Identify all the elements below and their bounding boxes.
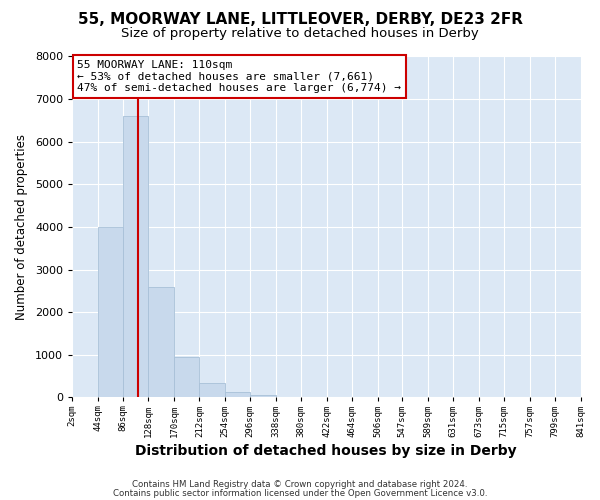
Bar: [225, 392, 250, 398]
Bar: [123, 116, 148, 398]
X-axis label: Distribution of detached houses by size in Derby: Distribution of detached houses by size …: [136, 444, 517, 458]
Bar: [250, 395, 276, 398]
Text: 55 MOORWAY LANE: 110sqm
← 53% of detached houses are smaller (7,661)
47% of semi: 55 MOORWAY LANE: 110sqm ← 53% of detache…: [77, 60, 401, 93]
Bar: [148, 286, 174, 398]
Bar: [174, 357, 199, 398]
Bar: [98, 227, 123, 398]
Y-axis label: Number of detached properties: Number of detached properties: [15, 134, 28, 320]
Text: Contains public sector information licensed under the Open Government Licence v3: Contains public sector information licen…: [113, 488, 487, 498]
Bar: [199, 384, 225, 398]
Text: Contains HM Land Registry data © Crown copyright and database right 2024.: Contains HM Land Registry data © Crown c…: [132, 480, 468, 489]
Text: 55, MOORWAY LANE, LITTLEOVER, DERBY, DE23 2FR: 55, MOORWAY LANE, LITTLEOVER, DERBY, DE2…: [77, 12, 523, 28]
Text: Size of property relative to detached houses in Derby: Size of property relative to detached ho…: [121, 28, 479, 40]
